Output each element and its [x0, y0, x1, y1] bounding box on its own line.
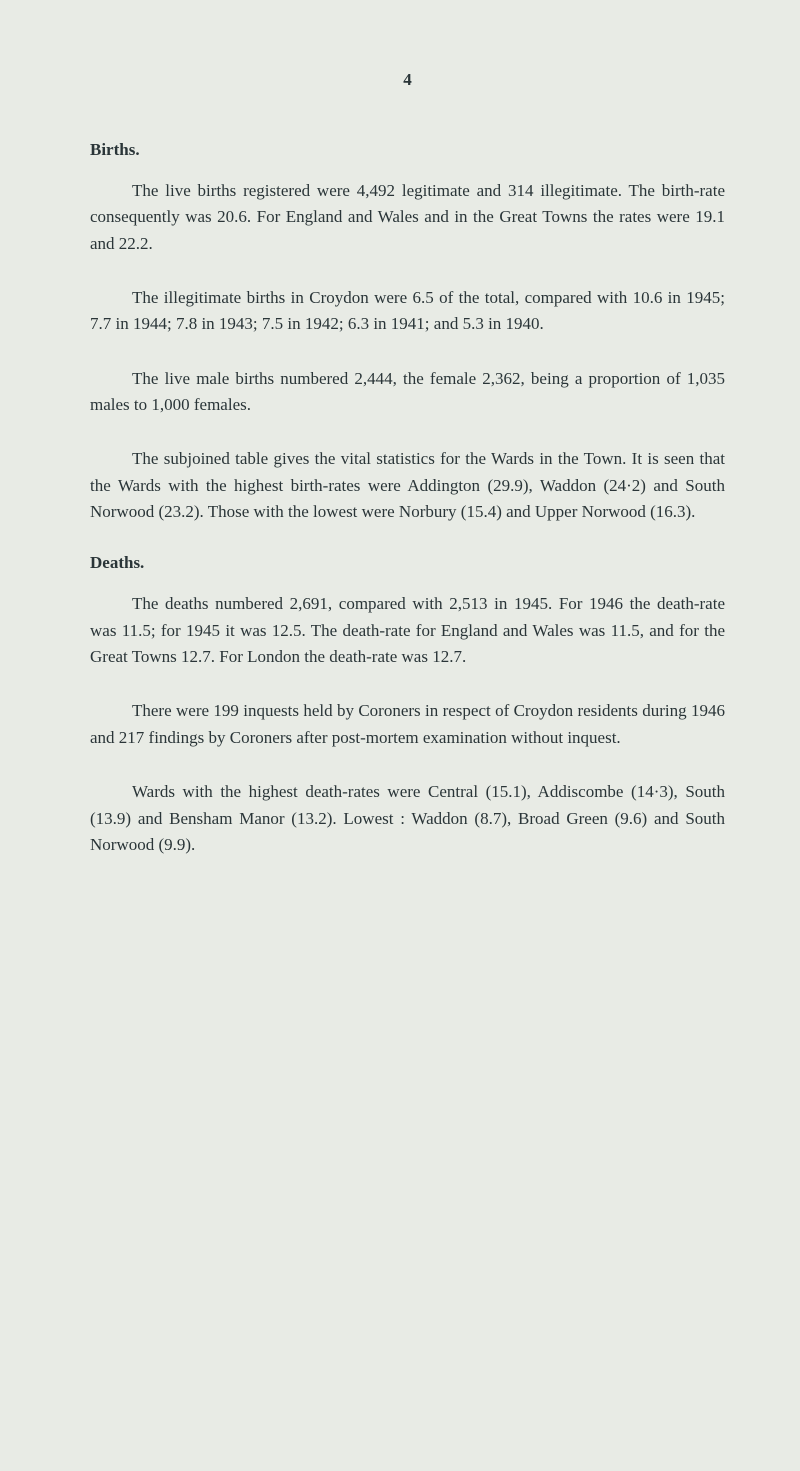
births-paragraph-2: The illegitimate births in Croydon were …	[90, 285, 725, 338]
page-number: 4	[90, 70, 725, 90]
deaths-heading: Deaths.	[90, 553, 725, 573]
deaths-paragraph-3: Wards with the highest death-rates were …	[90, 779, 725, 858]
deaths-paragraph-2: There were 199 inquests held by Coroners…	[90, 698, 725, 751]
deaths-paragraph-1: The deaths numbered 2,691, compared with…	[90, 591, 725, 670]
births-paragraph-1: The live births registered were 4,492 le…	[90, 178, 725, 257]
births-heading: Births.	[90, 140, 725, 160]
births-paragraph-3: The live male births numbered 2,444, the…	[90, 366, 725, 419]
births-paragraph-4: The subjoined table gives the vital stat…	[90, 446, 725, 525]
